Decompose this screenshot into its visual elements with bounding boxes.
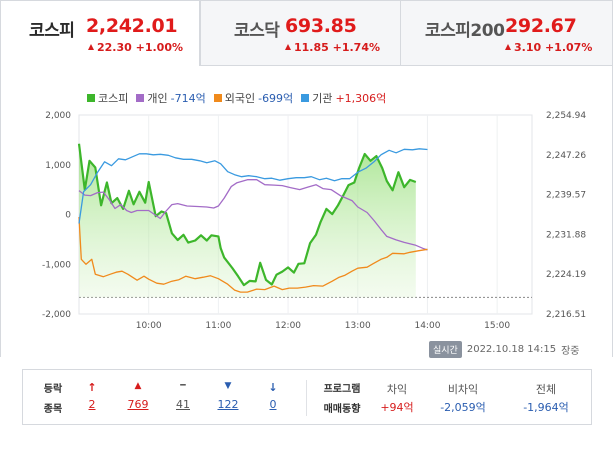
breadth-unchanged: ━ 41 xyxy=(169,381,197,411)
triangle-down-icon: ▼ xyxy=(224,381,232,391)
x-tick-label: 10:00 xyxy=(136,321,162,331)
breadth-upper-limit: ↑ 2 xyxy=(78,381,106,411)
breadth-label-line1: 등락 xyxy=(43,384,63,395)
tab-kospi200-change: 3.10 +1.07% xyxy=(505,41,592,54)
tab-kospi-value: 2,242.01 xyxy=(86,15,178,37)
legend-name-individual: 개인 xyxy=(147,92,168,105)
market-stats: 등락 종목 ↑ 2 ▲ 769 ━ 41 ▼ 122 ↓ 0 프로그램 매매동향… xyxy=(22,369,592,425)
chart-footer: 실시간 2022.10.18 14:15 장중 xyxy=(429,341,580,358)
left-tick-label: 1,000 xyxy=(45,161,71,171)
legend-item-individual[interactable]: 개인 -714억 xyxy=(136,90,206,106)
program-label: 프로그램 매매동향 xyxy=(312,380,372,415)
series-line-외국인 xyxy=(78,216,428,293)
legend-value-individual: -714억 xyxy=(170,92,206,105)
series-line-개인 xyxy=(78,179,428,251)
tab-kosdaq[interactable]: 코스닥 693.85 11.85 +1.74% xyxy=(200,0,401,66)
x-tick-label: 15:00 xyxy=(484,321,510,331)
tab-kosdaq-value: 693.85 xyxy=(285,15,357,37)
program-arbitrage-label: 차익 xyxy=(386,383,408,396)
legend-item-institution[interactable]: 기관 +1,306억 xyxy=(301,90,386,106)
tab-kosdaq-name: 코스닥 xyxy=(234,21,280,41)
x-tick-label: 13:00 xyxy=(345,321,371,331)
chart-legend: 코스피 개인 -714억 외국인 -699억 기관 +1,306억 xyxy=(87,90,386,106)
right-tick-label: 2,239.57 xyxy=(546,191,586,201)
tab-kospi200-value: 292.67 xyxy=(505,15,577,37)
index-tabs: 코스피 2,242.01 22.30 +1.00% 코스닥 693.85 11.… xyxy=(0,0,613,66)
triangle-up-icon xyxy=(505,44,511,50)
series-area-kospi xyxy=(79,143,416,298)
x-tick-label: 14:00 xyxy=(414,321,440,331)
right-tick-label: 2,216.51 xyxy=(546,310,586,320)
breadth-label-line2: 종목 xyxy=(43,404,63,415)
right-tick-label: 2,231.88 xyxy=(546,230,586,240)
breadth-lower-limit-count[interactable]: 0 xyxy=(269,398,277,411)
legend-value-institution: +1,306억 xyxy=(335,92,387,105)
intraday-chart: 10:00 11:00 12:00 13:00 14:00 15:00 2,000 1,000… xyxy=(42,111,586,331)
right-tick-label: 2,254.94 xyxy=(546,111,586,121)
legend-swatch-foreign xyxy=(213,94,222,102)
arrow-up-icon: ↑ xyxy=(87,381,97,394)
legend-swatch-individual xyxy=(136,94,145,102)
tab-kospi200-name: 코스피200 xyxy=(425,21,505,41)
breadth-unchanged-count[interactable]: 41 xyxy=(176,398,190,411)
right-tick-label: 2,247.26 xyxy=(546,151,586,161)
breadth-label: 등락 종목 xyxy=(35,380,71,415)
legend-name-kospi: 코스피 xyxy=(98,92,129,105)
legend-value-foreign: -699억 xyxy=(258,92,294,105)
market-status: 장중 xyxy=(561,346,580,357)
program-total-label: 전체 xyxy=(535,383,557,396)
triangle-up-icon: ▲ xyxy=(134,381,142,391)
left-tick-label: 2,000 xyxy=(45,111,71,121)
breadth-rise: ▲ 769 xyxy=(124,381,152,411)
program-label-line1: 프로그램 xyxy=(323,384,361,395)
x-tick-label: 12:00 xyxy=(275,321,301,331)
tab-kospi200-change-text: 3.10 +1.07% xyxy=(514,41,593,54)
arrow-down-icon: ↓ xyxy=(268,381,278,394)
triangle-up-icon xyxy=(285,44,291,50)
triangle-up-icon xyxy=(88,44,94,50)
legend-swatch-kospi xyxy=(87,94,95,102)
tab-kospi-change-text: 22.30 +1.00% xyxy=(97,41,184,54)
legend-swatch-institution xyxy=(301,94,310,102)
stats-divider xyxy=(306,380,307,416)
x-tick-label: 11:00 xyxy=(205,321,231,331)
series-line-기관 xyxy=(78,148,428,224)
program-total-value: -1,964억 xyxy=(523,401,569,414)
timestamp: 2022.10.18 14:15 xyxy=(466,344,557,355)
breadth-upper-limit-count[interactable]: 2 xyxy=(88,398,96,411)
tab-kospi-name: 코스피 xyxy=(29,21,75,41)
breadth-rise-count[interactable]: 769 xyxy=(127,398,149,411)
tab-kospi-change: 22.30 +1.00% xyxy=(88,41,183,54)
legend-name-institution: 기관 xyxy=(312,92,333,105)
tab-kosdaq-change: 11.85 +1.74% xyxy=(285,41,380,54)
right-tick-label: 2,224.19 xyxy=(546,270,586,280)
left-tick-label: -1,000 xyxy=(42,260,71,270)
legend-item-kospi[interactable]: 코스피 xyxy=(87,90,128,106)
left-tick-label: -2,000 xyxy=(42,310,71,320)
legend-name-foreign: 외국인 xyxy=(224,92,256,105)
tab-kospi200[interactable]: 코스피200 292.67 3.10 +1.07% xyxy=(400,0,613,66)
realtime-button[interactable]: 실시간 xyxy=(429,341,462,358)
series-line-코스피 xyxy=(77,143,417,287)
breadth-fall: ▼ 122 xyxy=(214,381,242,411)
left-tick-label: 0 xyxy=(65,211,71,221)
legend-item-foreign[interactable]: 외국인 -699억 xyxy=(213,90,294,106)
tab-kospi[interactable]: 코스피 2,242.01 22.30 +1.00% xyxy=(0,0,200,66)
tab-kosdaq-change-text: 11.85 +1.74% xyxy=(294,41,381,54)
breadth-fall-count[interactable]: 122 xyxy=(217,398,239,411)
program-label-line2: 매매동향 xyxy=(323,404,361,415)
program-non-arbitrage-value: -2,059억 xyxy=(440,401,486,414)
program-arbitrage-value: +94억 xyxy=(380,401,414,414)
chart-panel: 코스피 개인 -714억 외국인 -699억 기관 +1,306억 10:00 1… xyxy=(0,65,613,358)
breadth-lower-limit: ↓ 0 xyxy=(259,381,287,411)
dash-icon: ━ xyxy=(180,381,186,391)
program-non-arbitrage-label: 비차익 xyxy=(447,383,479,396)
